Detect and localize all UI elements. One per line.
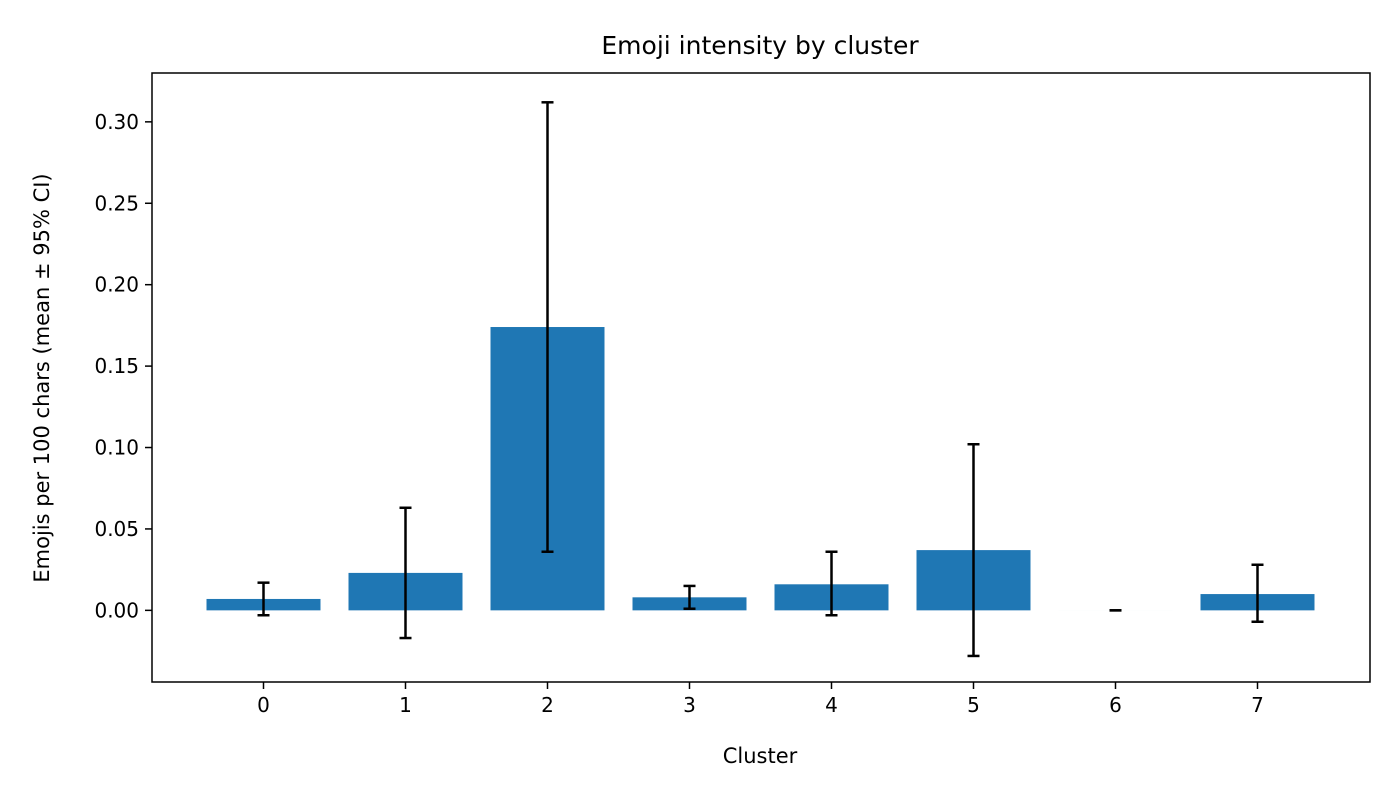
x-tick-label-5: 5 bbox=[967, 693, 980, 717]
y-tick-label: 0.25 bbox=[94, 191, 139, 215]
x-tick-label-2: 2 bbox=[541, 693, 554, 717]
x-axis: 0 1 2 3 4 5 6 7 bbox=[257, 682, 1264, 717]
x-tick-label-6: 6 bbox=[1109, 693, 1122, 717]
x-tick-label-1: 1 bbox=[399, 693, 412, 717]
y-axis: 0.00 0.05 0.10 0.15 0.20 0.25 0.30 bbox=[94, 110, 152, 622]
y-tick-label: 0.05 bbox=[94, 517, 139, 541]
error-bar-cluster-7 bbox=[1251, 563, 1264, 624]
x-tick-label-7: 7 bbox=[1251, 693, 1264, 717]
error-bar-cluster-2 bbox=[541, 101, 554, 553]
y-tick-label: 0.00 bbox=[94, 598, 139, 622]
error-bar-cluster-1 bbox=[399, 506, 412, 640]
error-bar-cluster-0 bbox=[257, 581, 270, 617]
error-bar-cluster-4 bbox=[825, 550, 838, 617]
x-tick-label-4: 4 bbox=[825, 693, 838, 717]
y-tick-label: 0.30 bbox=[94, 110, 139, 134]
x-tick-label-3: 3 bbox=[683, 693, 696, 717]
y-tick-label: 0.20 bbox=[94, 273, 139, 297]
x-axis-label: Cluster bbox=[723, 744, 798, 768]
x-tick-label-0: 0 bbox=[257, 693, 270, 717]
plot-frame bbox=[151, 72, 1371, 683]
y-tick-label: 0.10 bbox=[94, 436, 139, 460]
y-tick-label: 0.15 bbox=[94, 354, 139, 378]
error-bar-cluster-5 bbox=[967, 443, 980, 658]
chart-title: Emoji intensity by cluster bbox=[601, 31, 919, 60]
y-axis-label: Emojis per 100 chars (mean ± 95% CI) bbox=[30, 173, 54, 582]
plot-area bbox=[206, 101, 1315, 658]
error-bar-cluster-3 bbox=[683, 584, 696, 610]
